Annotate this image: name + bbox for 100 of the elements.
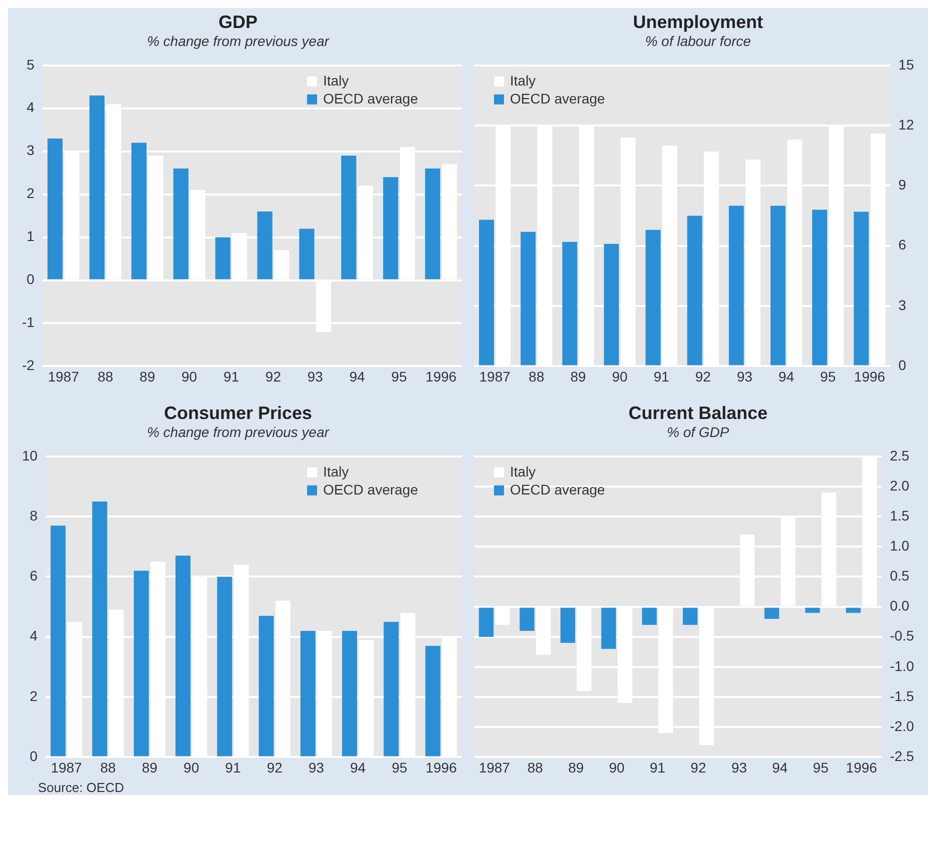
x-tick-label: 93	[731, 759, 748, 776]
bar	[764, 608, 780, 619]
x-tick-label: 90	[608, 759, 625, 776]
x-tick-label: 91	[650, 759, 666, 776]
x-tick-label: 92	[266, 759, 283, 776]
y-tick-label: 6	[898, 236, 906, 253]
bar	[134, 570, 149, 756]
bar	[846, 608, 861, 613]
y-tick-label: -2.0	[890, 718, 914, 734]
y-tick-label: -2	[22, 357, 35, 374]
x-tick-label: 91	[225, 759, 241, 776]
y-tick-label: 6	[30, 568, 38, 584]
bar	[217, 576, 232, 756]
x-tick-label: 91	[654, 368, 670, 384]
bar	[92, 502, 108, 756]
x-tick-label: 89	[140, 368, 156, 384]
bar	[173, 168, 188, 280]
bar	[646, 230, 661, 366]
legend-label: Italy	[323, 463, 349, 480]
y-tick-label: 1.5	[890, 507, 910, 524]
y-tick-label: -1	[22, 314, 35, 330]
bar	[257, 212, 272, 280]
x-tick-label: 89	[142, 759, 158, 776]
x-tick-label: 1996	[854, 368, 886, 384]
y-tick-label: 12	[898, 116, 914, 132]
x-tick-label: 92	[695, 368, 712, 384]
y-tick-label: 0.5	[890, 568, 910, 584]
bar	[425, 168, 440, 280]
chart-title: Current Balance	[628, 403, 768, 424]
x-tick-label: 90	[612, 368, 628, 384]
y-tick-label: 3	[898, 296, 906, 313]
x-tick-label: 93	[308, 759, 324, 776]
x-tick-label: 95	[812, 759, 829, 776]
bar	[560, 608, 576, 643]
legend-label: Italy	[323, 72, 349, 88]
bar	[520, 232, 536, 366]
bar	[215, 237, 230, 280]
y-tick-label: -2.5	[890, 748, 914, 764]
y-tick-label: 4	[30, 628, 38, 644]
y-tick-label: 2.0	[890, 477, 910, 494]
legend-label: OECD average	[323, 90, 418, 106]
chart-title: GDP	[218, 12, 258, 33]
chart-title: Unemployment	[632, 12, 764, 33]
x-tick-label: 94	[350, 759, 366, 776]
legend-label: OECD average	[323, 481, 418, 498]
bar	[682, 608, 698, 625]
legend-label: OECD average	[510, 481, 606, 498]
y-tick-label: 4	[26, 99, 35, 116]
y-tick-label: -0.5	[890, 628, 914, 644]
bar	[812, 210, 828, 366]
bar	[728, 206, 744, 366]
chart-subtitle: % of GDP	[666, 424, 730, 440]
y-tick-label: 2.5	[890, 447, 910, 464]
bar	[805, 608, 820, 613]
x-tick-label: 88	[100, 759, 116, 776]
y-tick-label: 9	[898, 176, 906, 193]
y-tick-label: 15	[898, 56, 914, 72]
source-note: Source: OECD	[37, 780, 124, 795]
chart-subtitle: % change from previous year	[146, 424, 330, 440]
y-tick-label: 0	[30, 748, 38, 764]
y-tick-label: 0	[898, 357, 906, 374]
x-tick-label: 94	[349, 368, 366, 384]
y-tick-label: -1.0	[890, 658, 914, 674]
x-tick-label: 1996	[846, 759, 878, 776]
bar	[384, 622, 399, 756]
chart-title: Consumer Prices	[164, 403, 312, 424]
y-tick-label: 0.0	[890, 598, 910, 614]
legend-label: Italy	[510, 72, 536, 88]
x-tick-label: 90	[182, 368, 198, 384]
bar	[258, 616, 274, 756]
bar	[854, 212, 869, 366]
bar	[478, 608, 494, 637]
bar	[383, 177, 398, 280]
y-tick-label: 3	[26, 142, 35, 158]
x-tick-label: 95	[820, 368, 836, 384]
x-tick-label: 92	[265, 368, 282, 384]
bar	[770, 206, 786, 366]
x-tick-label: 91	[223, 368, 240, 384]
x-tick-label: 94	[772, 759, 788, 776]
bar	[342, 630, 358, 756]
y-tick-label: 1.0	[890, 538, 910, 554]
x-tick-label: 1987	[479, 368, 511, 384]
x-tick-label: 1987	[48, 368, 80, 384]
bar	[50, 526, 66, 756]
y-tick-label: 2	[30, 688, 38, 704]
y-tick-label: 5	[26, 56, 35, 72]
bar	[478, 220, 494, 366]
bar	[562, 242, 578, 366]
x-tick-label: 92	[690, 759, 706, 776]
y-tick-label: 2	[26, 185, 35, 202]
x-tick-label: 90	[184, 759, 200, 776]
bar	[176, 556, 190, 756]
x-tick-label: 89	[568, 759, 584, 776]
x-tick-label: 95	[391, 368, 408, 384]
y-tick-label: 8	[30, 507, 38, 524]
bar	[642, 608, 657, 625]
x-tick-label: 88	[528, 368, 544, 384]
x-tick-label: 95	[392, 759, 408, 776]
bar	[604, 244, 619, 366]
x-tick-label: 88	[527, 759, 544, 776]
